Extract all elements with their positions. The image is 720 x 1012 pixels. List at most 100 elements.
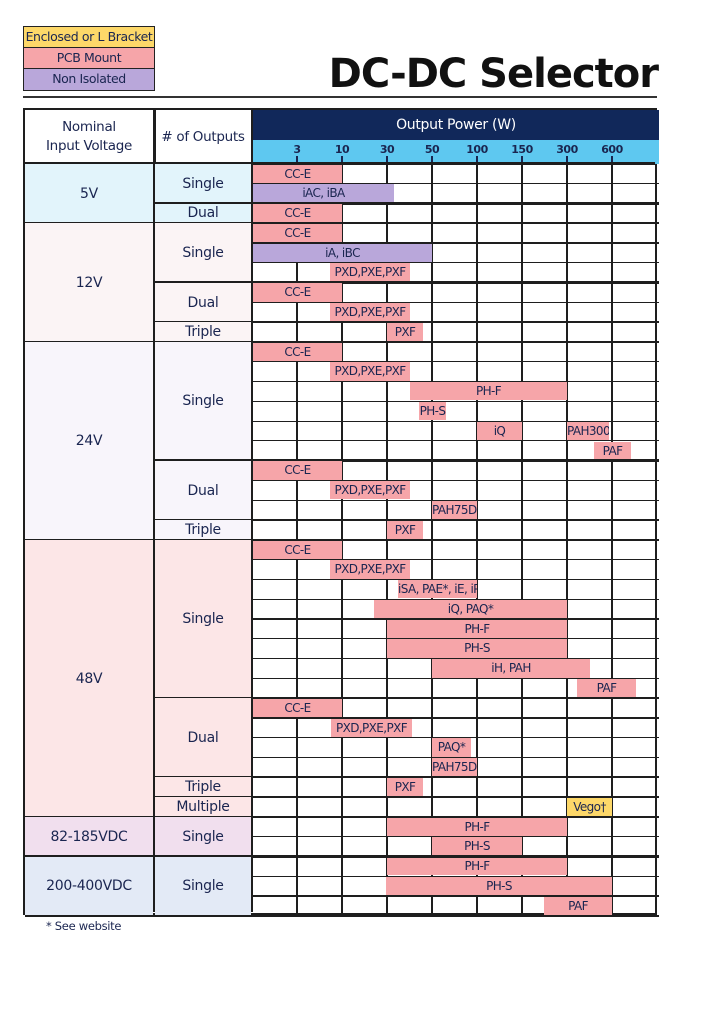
product-bar: CC-E (253, 540, 342, 559)
tick-label: 3 (293, 143, 301, 156)
product-bar: CC-E (253, 223, 342, 243)
subgroup-divider (25, 221, 655, 225)
product-bar: CC-E (253, 342, 342, 361)
product-bar: PXF (387, 777, 423, 797)
product-bar: PAH300 (567, 421, 609, 441)
voltage-cell: 12V (25, 223, 153, 343)
tick-mark (341, 156, 343, 164)
product-bar: PXF (387, 520, 423, 539)
subgroup-divider (153, 202, 253, 205)
tick-mark (566, 156, 568, 164)
product-bar: iA, iBC (253, 243, 432, 262)
divider (153, 110, 156, 912)
product-bar: iQ (477, 421, 522, 441)
outputs-cell: Single (155, 164, 251, 204)
subgroup-divider (153, 518, 253, 522)
outputs-cell: Dual (155, 460, 251, 521)
product-bar: PH-S (387, 639, 567, 658)
tick-mark (296, 156, 298, 164)
subgroup-divider (25, 340, 655, 344)
product-bar: PXD,PXE,PXF (330, 303, 410, 322)
product-bar: PXD,PXE,PXF (331, 718, 412, 737)
row-divider (253, 320, 659, 324)
product-bar: PAH75D* (432, 500, 477, 520)
product-bar: PH-S (419, 401, 446, 421)
row-divider (253, 756, 659, 759)
row-divider (253, 658, 659, 660)
product-bar: iQ, PAQ* (374, 599, 567, 619)
row-divider (253, 281, 659, 284)
outputs-cell: Multiple (155, 797, 251, 818)
divider (25, 162, 655, 165)
product-bar: PAF (594, 441, 631, 460)
product-bar: CC-E (253, 204, 342, 223)
subgroup-divider (25, 855, 655, 858)
page-title: DC-DC Selector (328, 51, 659, 97)
row-divider (253, 202, 659, 205)
outputs-cell: Single (155, 342, 251, 461)
outputs-cell: Single (155, 817, 251, 857)
tick-mark (611, 156, 613, 164)
outputs-cell: Dual (155, 282, 251, 323)
product-bar: CC-E (253, 283, 342, 302)
row-divider (253, 696, 659, 700)
voltage-cell: 200-400VDC (25, 856, 153, 916)
product-bar: CC-E (253, 461, 342, 480)
power-axis: 3 10 30 50 100 150 300 600 (253, 140, 659, 164)
voltage-cell: 24V (25, 342, 153, 540)
tick-mark (521, 156, 523, 164)
row-divider (253, 420, 659, 422)
row-divider (253, 242, 659, 244)
row-divider (253, 262, 659, 264)
tick-label: 100 (466, 143, 488, 156)
product-bar: PAH75D* (432, 758, 477, 777)
row-divider (253, 895, 659, 897)
outputs-cell: Triple (155, 777, 251, 798)
row-divider (253, 598, 659, 600)
row-divider (253, 440, 659, 442)
row-divider (253, 559, 659, 561)
row-divider (253, 301, 659, 303)
row-divider (253, 380, 659, 383)
row-divider (253, 518, 659, 522)
tick-label: 10 (334, 143, 350, 156)
header-voltage: Nominal Input Voltage (25, 110, 153, 164)
tick-label: 600 (601, 143, 623, 156)
product-bar: CC-E (253, 698, 342, 718)
product-bar: PH-S (386, 876, 612, 896)
row-divider (253, 578, 659, 581)
row-divider (253, 499, 659, 501)
product-bar: PXD,PXE,PXF (330, 481, 410, 500)
product-bar: PAQ* (432, 738, 471, 757)
product-bar: PXD,PXE,PXF (330, 362, 410, 381)
row-divider (253, 361, 659, 363)
row-divider (253, 737, 659, 739)
legend: Enclosed or L Bracket PCB Mount Non Isol… (23, 26, 155, 91)
product-bar: PXD,PXE,PXF (330, 560, 410, 579)
outputs-cell: Triple (155, 520, 251, 540)
subgroup-divider (153, 775, 253, 779)
outputs-cell: Triple (155, 322, 251, 343)
header-output-power: Output Power (W) (253, 110, 659, 140)
product-bar: PH-F (410, 382, 567, 401)
outputs-cell: Dual (155, 698, 251, 778)
header-outputs: # of Outputs (155, 110, 251, 164)
row-divider (253, 183, 659, 185)
footnote: * See website (46, 919, 122, 933)
outputs-cell: Single (155, 223, 251, 283)
outputs-cell: Single (155, 540, 251, 699)
row-divider (253, 618, 659, 620)
voltage-cell: 82-185VDC (25, 817, 153, 857)
row-divider (253, 638, 659, 640)
tick-label: 30 (379, 143, 395, 156)
tick-label: 50 (424, 143, 440, 156)
product-bar: Vego† (567, 797, 612, 817)
title-divider (23, 96, 657, 98)
product-bar: PXD,PXE,PXF (330, 263, 410, 282)
row-divider (253, 875, 659, 877)
product-bar: PH-F (387, 619, 567, 638)
product-bar: PH-F (387, 817, 567, 836)
tick-mark (431, 156, 433, 164)
product-bar: iAC, iBA (253, 184, 394, 203)
subgroup-divider (153, 281, 253, 284)
